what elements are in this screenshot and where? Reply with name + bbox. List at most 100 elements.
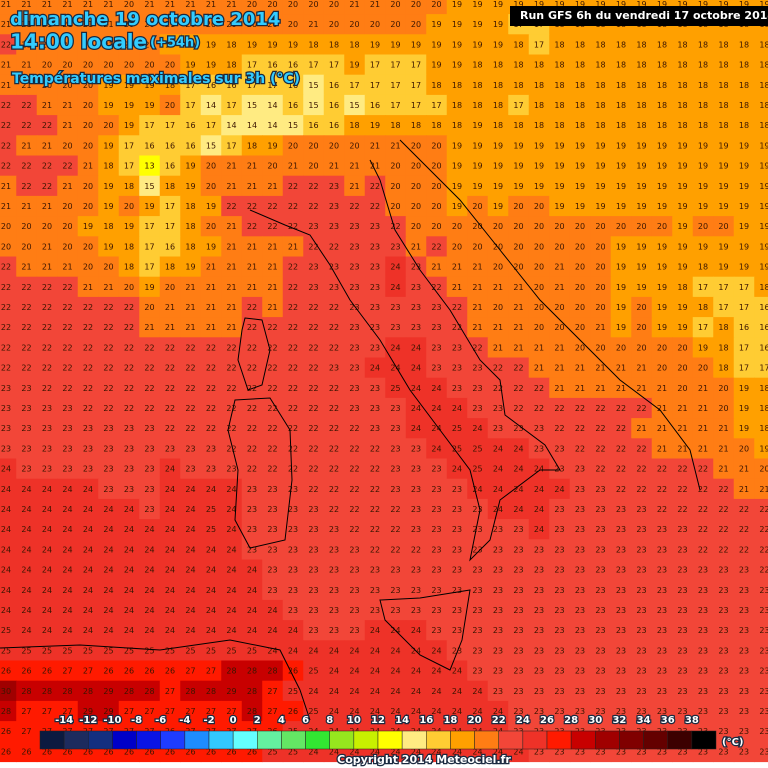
temperature-value: 19 xyxy=(472,0,482,9)
temperature-value: 20 xyxy=(616,222,626,231)
temperature-value: 18 xyxy=(165,263,175,272)
temperature-cell xyxy=(467,74,489,96)
temperature-value: 24 xyxy=(21,586,31,595)
temperature-value: 20 xyxy=(1,222,11,231)
temperature-value: 22 xyxy=(247,465,257,474)
temperature-cell xyxy=(692,155,714,177)
temperature-value: 20 xyxy=(431,162,441,171)
temperature-value: 21 xyxy=(42,202,52,211)
temperature-value: 23 xyxy=(390,404,400,413)
temperature-value: 23 xyxy=(739,667,749,676)
temperature-cell xyxy=(303,155,325,177)
temperature-value: 19 xyxy=(472,40,482,49)
temperature-value: 23 xyxy=(144,465,154,474)
legend-label: 26 xyxy=(540,715,554,726)
temperature-value: 22 xyxy=(759,505,768,514)
temperature-value: 19 xyxy=(698,141,708,150)
temperature-value: 19 xyxy=(472,20,482,29)
temperature-value: 20 xyxy=(62,222,72,231)
temperature-value: 23 xyxy=(1,424,11,433)
temperature-value: 24 xyxy=(165,545,175,554)
temperature-cell xyxy=(241,0,263,15)
temperature-cell xyxy=(118,195,140,217)
temperature-value: 22 xyxy=(308,404,318,413)
temperature-cell xyxy=(241,175,263,197)
temperature-value: 18 xyxy=(185,222,195,231)
temperature-value: 18 xyxy=(554,61,564,70)
temperature-cell xyxy=(98,175,120,197)
temperature-value: 23 xyxy=(42,444,52,453)
temperature-value: 23 xyxy=(636,646,646,655)
temperature-value: 20 xyxy=(431,182,441,191)
temperature-value: 23 xyxy=(349,545,359,554)
temperature-value: 23 xyxy=(349,283,359,292)
temperature-value: 22 xyxy=(513,364,523,373)
temperature-value: 23 xyxy=(759,707,768,716)
temperature-value: 22 xyxy=(308,343,318,352)
temperature-value: 21 xyxy=(513,343,523,352)
legend-swatch xyxy=(643,730,668,750)
map-date: dimanche 19 octobre 2014 xyxy=(10,9,280,30)
temperature-value: 21 xyxy=(698,384,708,393)
temperature-cell xyxy=(323,115,345,136)
temperature-value: 17 xyxy=(185,101,195,110)
temperature-value: 23 xyxy=(247,505,257,514)
temperature-value: 21 xyxy=(185,0,195,9)
temperature-value: 23 xyxy=(698,586,708,595)
temperature-value: 19 xyxy=(677,162,687,171)
temperature-value: 23 xyxy=(472,505,482,514)
temperature-cell xyxy=(16,115,38,136)
temperature-cell xyxy=(262,135,284,157)
temperature-value: 16 xyxy=(185,121,195,130)
temperature-value: 23 xyxy=(575,667,585,676)
temperature-value: 29 xyxy=(226,687,236,696)
temperature-value: 25 xyxy=(83,646,93,655)
temperature-value: 18 xyxy=(595,61,605,70)
temperature-value: 19 xyxy=(452,0,462,9)
temperature-value: 20 xyxy=(267,0,277,9)
temperature-value: 23 xyxy=(493,606,503,615)
temperature-value: 21 xyxy=(698,444,708,453)
temperature-value: 23 xyxy=(1,444,11,453)
temperature-value: 23 xyxy=(718,626,728,635)
temperature-value: 23 xyxy=(103,424,113,433)
temperature-value: 24 xyxy=(144,545,154,554)
temperature-cell xyxy=(651,34,673,56)
temperature-value: 20 xyxy=(534,323,544,332)
temperature-value: 23 xyxy=(616,606,626,615)
temperature-cell xyxy=(467,54,489,76)
temperature-value: 23 xyxy=(1,404,11,413)
temperature-value: 23 xyxy=(657,586,667,595)
temperature-value: 24 xyxy=(308,687,318,696)
temperature-value: 22 xyxy=(616,444,626,453)
temperature-value: 21 xyxy=(370,141,380,150)
temperature-value: 23 xyxy=(62,465,72,474)
temperature-value: 23 xyxy=(349,222,359,231)
temperature-value: 22 xyxy=(329,444,339,453)
temperature-value: 21 xyxy=(554,384,564,393)
temperature-value: 23 xyxy=(21,404,31,413)
temperature-value: 20 xyxy=(349,20,359,29)
temperature-cell xyxy=(487,155,509,177)
temperature-cell xyxy=(221,74,243,96)
temperature-value: 22 xyxy=(288,465,298,474)
temperature-value: 23 xyxy=(349,323,359,332)
temperature-cell xyxy=(303,74,325,96)
temperature-value: 23 xyxy=(472,606,482,615)
temperature-cell xyxy=(385,175,407,197)
temperature-cell xyxy=(754,115,768,136)
temperature-value: 23 xyxy=(452,545,462,554)
temperature-value: 23 xyxy=(472,586,482,595)
temperature-value: 20 xyxy=(83,263,93,272)
temperature-value: 19 xyxy=(452,20,462,29)
temperature-value: 17 xyxy=(534,40,544,49)
temperature-value: 21 xyxy=(554,364,564,373)
temperature-value: 23 xyxy=(513,646,523,655)
legend-swatch xyxy=(522,730,548,750)
temperature-value: 21 xyxy=(513,283,523,292)
temperature-value: 24 xyxy=(288,646,298,655)
temperature-cell xyxy=(364,94,386,116)
temperature-value: 19 xyxy=(513,162,523,171)
temperature-value: 23 xyxy=(370,586,380,595)
